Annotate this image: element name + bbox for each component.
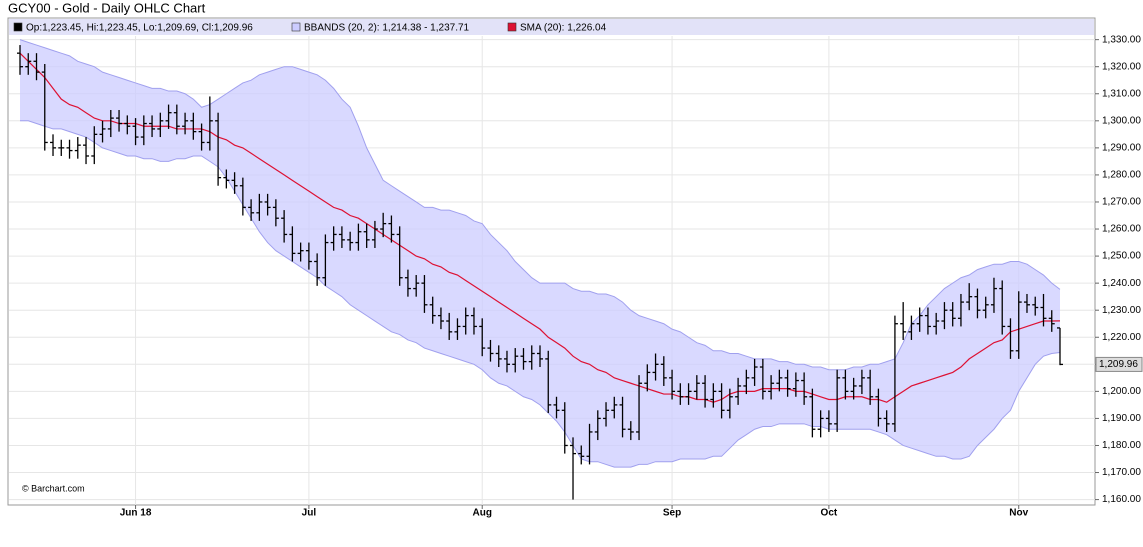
- y-tick-label: 1,260.00: [1102, 224, 1141, 235]
- y-tick-label: 1,320.00: [1102, 61, 1141, 72]
- legend-label: SMA (20): 1,226.04: [520, 23, 607, 34]
- y-tick-label: 1,200.00: [1102, 386, 1141, 397]
- x-tick-label: Nov: [1009, 508, 1028, 519]
- y-tick-label: 1,190.00: [1102, 413, 1141, 424]
- x-tick-label: Aug: [472, 508, 491, 519]
- bollinger-area: [20, 39, 1060, 468]
- y-tick-label: 1,170.00: [1102, 467, 1141, 478]
- bollinger-lower: [20, 120, 1061, 468]
- legend-swatch: [507, 22, 517, 32]
- y-tick-label: 1,220.00: [1102, 332, 1141, 343]
- y-tick-label: 1,270.00: [1102, 197, 1141, 208]
- marks: [17, 39, 1063, 500]
- legend-swatch: [13, 22, 23, 32]
- y-tick-label: 1,290.00: [1102, 143, 1141, 154]
- legend: Op:1,223.45, Hi:1,223.45, Lo:1,209.69, C…: [13, 22, 607, 34]
- chart-title: GCY00 - Gold - Daily OHLC Chart: [8, 0, 206, 15]
- x-tick-label: Jul: [302, 508, 317, 519]
- y-tick-label: 1,250.00: [1102, 251, 1141, 262]
- last-value-label: 1,209.96: [1099, 359, 1138, 370]
- source-label: © Barchart.com: [22, 483, 85, 493]
- y-tick-label: 1,230.00: [1102, 305, 1141, 316]
- x-tick-label: Jun 18: [120, 508, 152, 519]
- last-value-box: [1095, 356, 1143, 372]
- x-tick-label: Oct: [821, 508, 838, 519]
- bollinger-upper: [19, 39, 1061, 371]
- y-tick-label: 1,330.00: [1102, 34, 1141, 45]
- y-tick-label: 1,240.00: [1102, 278, 1141, 289]
- legend-swatch: [291, 22, 301, 32]
- y-tick-label: 1,300.00: [1102, 115, 1141, 126]
- legend-label: BBANDS (20, 2): 1,214.38 - 1,237.71: [304, 23, 470, 34]
- y-tick-label: 1,180.00: [1102, 440, 1141, 451]
- y-tick-label: 1,160.00: [1102, 494, 1141, 505]
- legend-label: Op:1,223.45, Hi:1,223.45, Lo:1,209.69, C…: [26, 23, 253, 34]
- x-tick-label: Sep: [663, 508, 681, 519]
- y-tick-label: 1,280.00: [1102, 170, 1141, 181]
- legend-band: [9, 19, 1094, 35]
- y-tick-label: 1,310.00: [1102, 88, 1141, 99]
